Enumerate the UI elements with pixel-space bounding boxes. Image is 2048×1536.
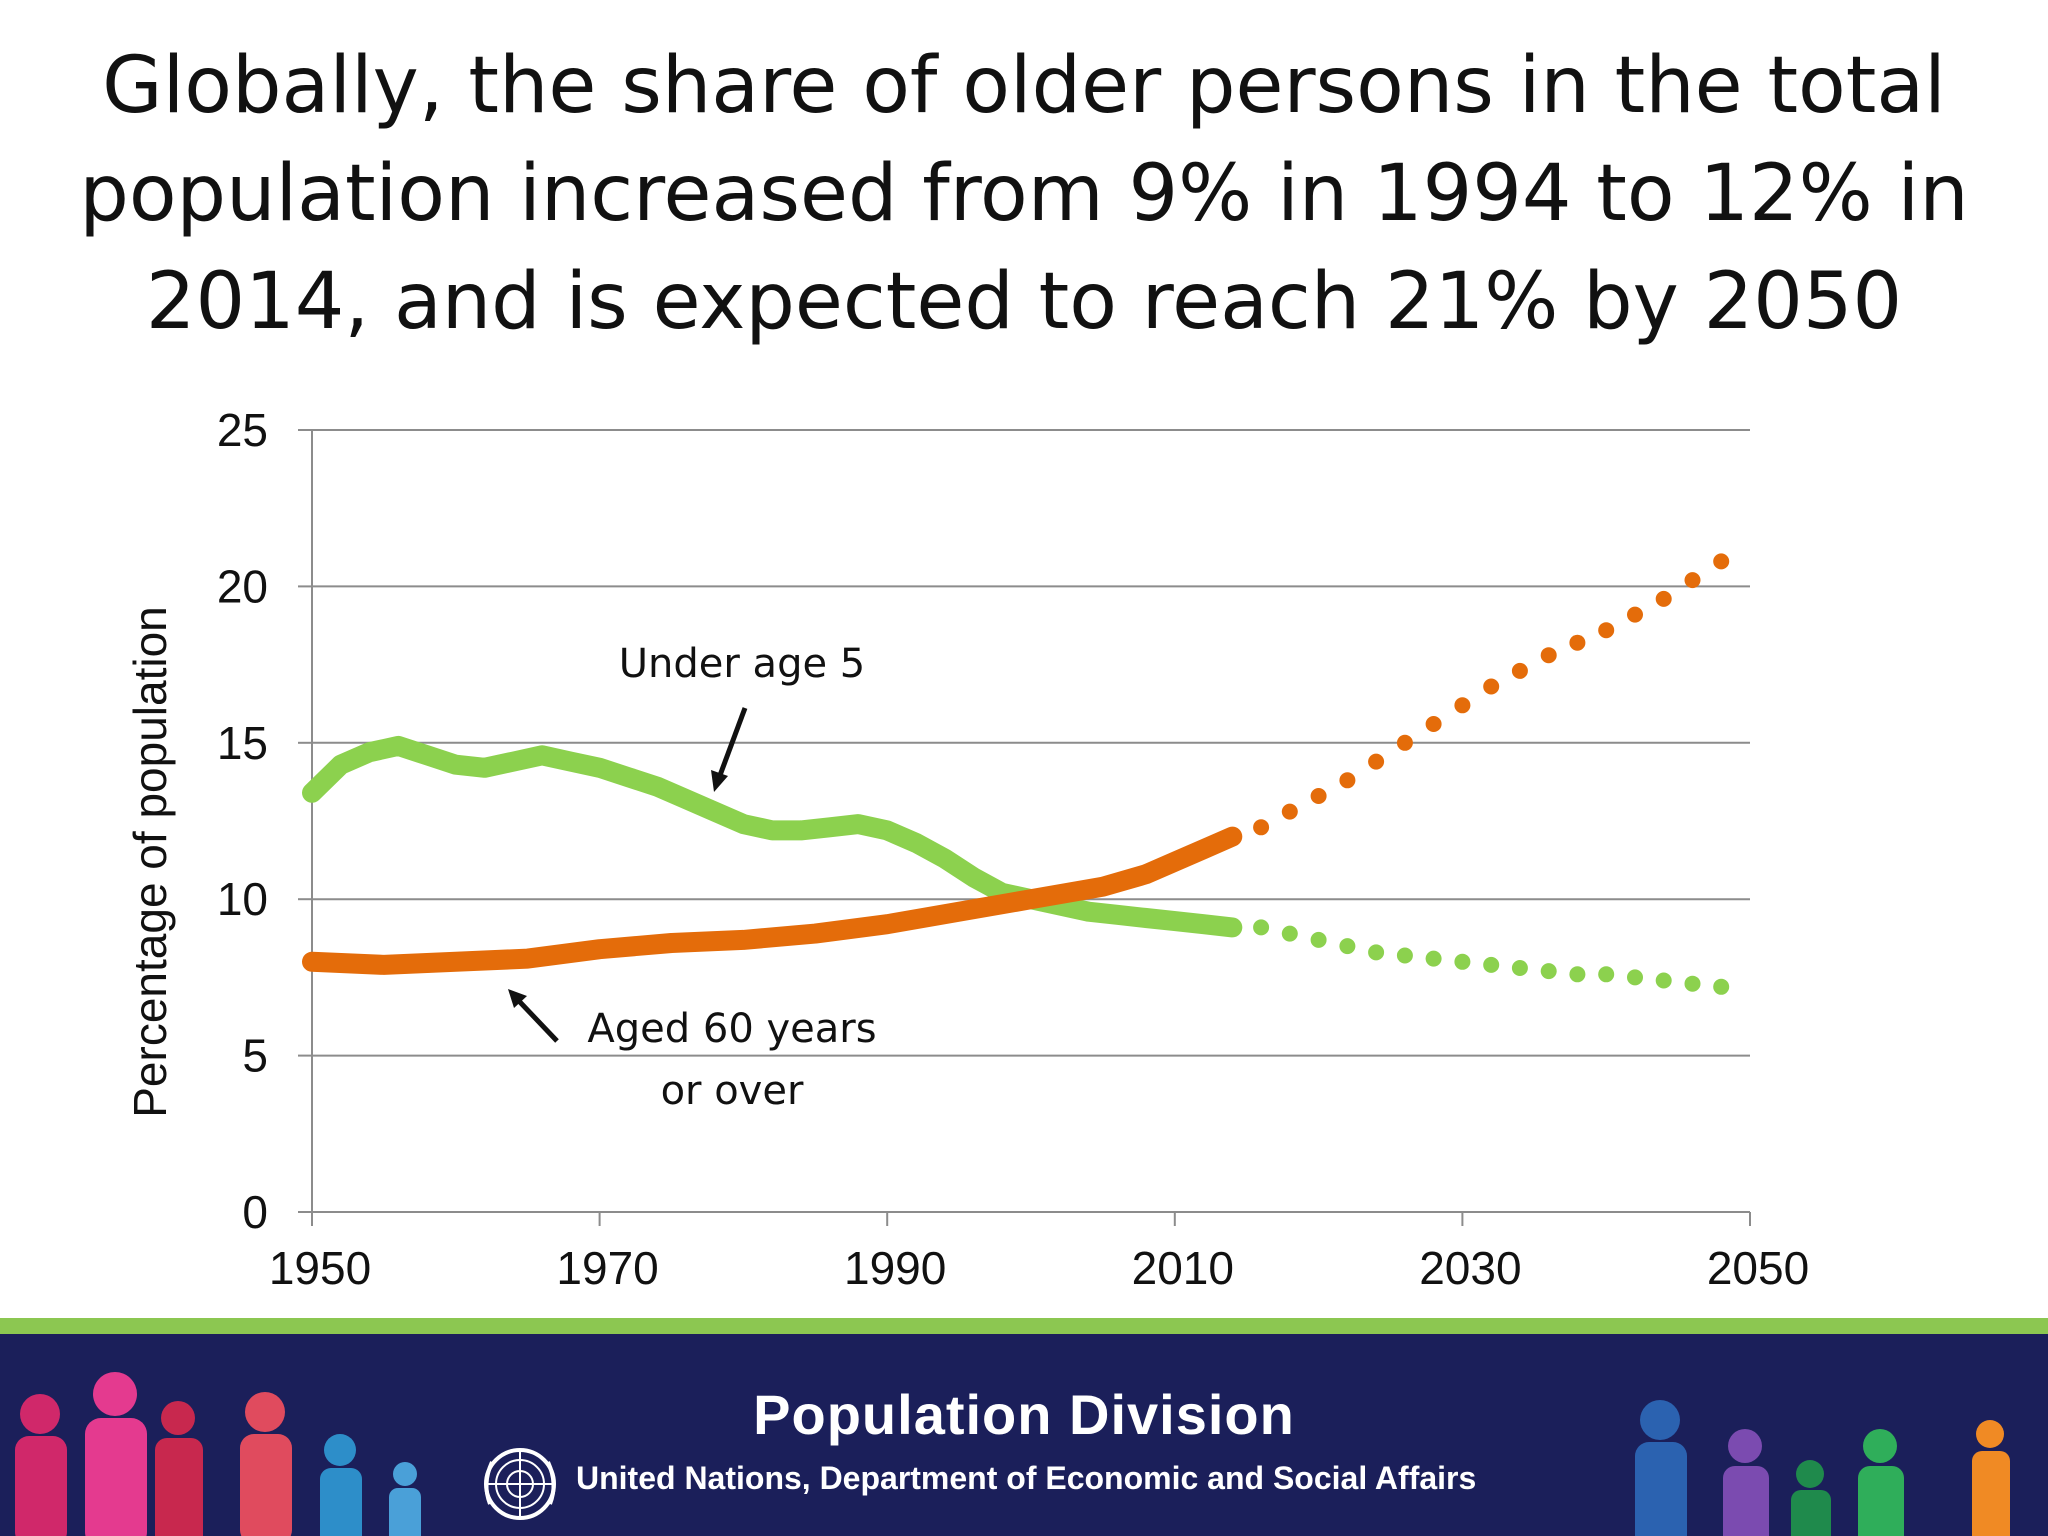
series-dot (1425, 950, 1442, 967)
un-emblem-icon (484, 1448, 556, 1520)
series-dot (1569, 634, 1586, 651)
series-dot (1368, 753, 1385, 770)
x-tick-label: 1950 (269, 1242, 371, 1294)
series-aged-60-years-or-over-dotted (1253, 553, 1730, 836)
series-dot (1253, 819, 1270, 836)
y-tick-label: 20 (217, 560, 268, 612)
x-tick-label: 2010 (1132, 1242, 1234, 1294)
series-dot (1684, 572, 1701, 589)
series-dot (1310, 788, 1327, 804)
series-dot (1540, 647, 1557, 664)
footer-stripe (0, 1318, 2048, 1334)
y-tick-label: 25 (217, 404, 268, 456)
series-dot (1713, 553, 1730, 570)
series-dot (1598, 966, 1615, 983)
series-dot (1511, 662, 1528, 679)
series-dot (1627, 606, 1643, 623)
arrow-aged-60 (508, 989, 559, 1043)
population-share-chart: 0 5 10 15 20 25 1950 1970 1990 2010 2030 2050 Perce… (124, 404, 1809, 1294)
series-under-age-5-dotted (1253, 919, 1730, 995)
series-line (302, 826, 1243, 975)
annotation-aged-60-line1: Aged 60 years (587, 1006, 876, 1052)
series-dot (1281, 803, 1298, 820)
series-dot (1310, 931, 1327, 948)
x-tick-label: 2050 (1707, 1242, 1809, 1294)
annotation-under-5: Under age 5 (619, 641, 865, 687)
y-tick-label: 5 (242, 1030, 268, 1082)
series-dot (1454, 697, 1471, 714)
series-under-age-5-solid (302, 735, 1243, 938)
series-dot (1684, 975, 1701, 992)
footer-title: Population Division (753, 1383, 1295, 1446)
series-dot (1396, 947, 1413, 964)
y-axis-label: Percentage of population (124, 606, 176, 1118)
series-dot (1655, 972, 1672, 989)
series-dot (1483, 678, 1500, 695)
x-tick-label: 1970 (556, 1242, 658, 1294)
series-dot (1569, 966, 1586, 983)
series-dot (1627, 969, 1643, 986)
y-tick-label: 0 (242, 1186, 268, 1238)
y-tick-label: 15 (217, 717, 268, 769)
grid-lines (312, 429, 1750, 1057)
axes: 0 5 10 15 20 25 1950 1970 1990 2010 2030 2050 (217, 404, 1809, 1294)
y-tick-label: 10 (217, 873, 268, 925)
series-dot (1655, 590, 1672, 607)
series-dot (1454, 953, 1471, 970)
people-illustration-right (1635, 1400, 2010, 1536)
series-aged-60-years-or-over-solid (302, 826, 1243, 975)
series-dot (1511, 960, 1528, 976)
footer-banner: Population Division United Nations, Depa… (0, 1318, 2048, 1536)
series-dot (1281, 925, 1298, 942)
slide-title: Globally, the share of older persons in … (79, 41, 1969, 347)
x-tick-label: 1990 (844, 1242, 946, 1294)
series-dot (1368, 944, 1385, 961)
series-layer (302, 553, 1730, 995)
annotation-aged-60-line2: or over (661, 1068, 804, 1114)
series-dot (1339, 772, 1356, 789)
arrow-under-5 (711, 707, 748, 792)
people-illustration-left (15, 1372, 421, 1536)
x-tick-label: 2030 (1419, 1242, 1521, 1294)
series-dot (1598, 622, 1615, 639)
footer-subtitle: United Nations, Department of Economic a… (576, 1460, 1477, 1496)
series-dot (1396, 734, 1413, 751)
series-dot (1339, 938, 1356, 955)
series-dot (1253, 919, 1270, 936)
series-dot (1713, 978, 1730, 995)
series-dot (1425, 716, 1442, 732)
series-dot (1483, 956, 1500, 973)
series-dot (1540, 963, 1557, 980)
series-line (302, 735, 1243, 938)
